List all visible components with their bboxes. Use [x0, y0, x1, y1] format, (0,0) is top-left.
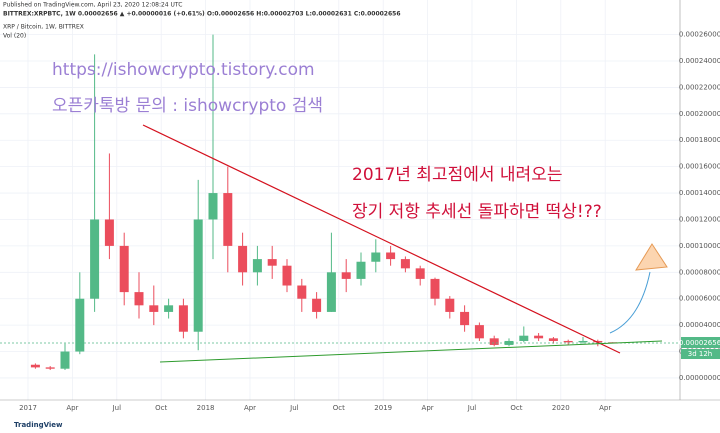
candles: [30, 34, 618, 371]
x-tick-label: Apr: [422, 404, 434, 412]
y-tick-label: 0.00016000: [679, 163, 720, 171]
y-tick-label: 0.00026000: [679, 31, 720, 39]
candle-body: [341, 272, 351, 279]
candle-body: [164, 305, 174, 312]
x-tick-label: Jul: [289, 404, 299, 412]
countdown: 3d 12h: [688, 350, 712, 358]
candle-body: [445, 298, 455, 312]
price-axis: [680, 0, 720, 400]
price-label: 0.00002656: [679, 339, 720, 347]
candle-body: [371, 252, 381, 262]
candle-body: [134, 292, 144, 306]
candle-body: [534, 335, 544, 339]
x-tick-label: 2019: [374, 404, 392, 412]
x-tick-label: Apr: [244, 404, 256, 412]
y-tick-label: 0.00020000: [679, 110, 720, 118]
candle-body: [519, 335, 529, 341]
candle-body: [193, 219, 203, 332]
annotation-url: https://ishowcrypto.tistory.com: [52, 60, 315, 80]
candle-body: [326, 272, 336, 312]
candle-body: [593, 340, 603, 343]
x-tick-label: 2017: [19, 404, 37, 412]
annotation-contact: 오픈카톡방 문의 : ishowcrypto 검색: [52, 96, 323, 116]
candle-body: [415, 268, 425, 279]
x-tick-label: Oct: [510, 404, 522, 412]
candle-body: [149, 305, 159, 312]
candle-body: [430, 278, 440, 299]
y-tick-label: 0.00012000: [679, 215, 720, 223]
resistance-trendline: [142, 124, 621, 354]
candle-body: [238, 245, 248, 273]
candle-body: [563, 340, 573, 343]
y-tick-label: 0.00010000: [679, 242, 720, 250]
candle-body: [578, 340, 588, 343]
candle-body: [252, 259, 262, 273]
candle-body: [178, 305, 188, 332]
x-tick-label: 2020: [552, 404, 570, 412]
pair: XRP / Bitcoin, 1W, BITTREX: [3, 24, 84, 31]
grid: [0, 0, 680, 400]
y-tick-label: 0.00014000: [679, 189, 720, 197]
candle-body: [104, 219, 114, 246]
x-tick-label: Apr: [66, 404, 78, 412]
candle-body: [489, 338, 499, 345]
candle-body: [223, 193, 233, 246]
candle-body: [474, 325, 484, 339]
y-tick-label: 0.00008000: [679, 268, 720, 276]
candle-body: [400, 259, 410, 269]
candle-body: [356, 261, 366, 279]
candle-body: [30, 364, 40, 368]
arrow-head: [635, 243, 668, 271]
price-label-box: [681, 337, 720, 348]
y-tick-label: 0.00024000: [679, 57, 720, 65]
volume-label: Vol (20): [3, 33, 26, 40]
y-tick-label: 0.00004000: [679, 321, 720, 329]
x-tick-label: Apr: [599, 404, 611, 412]
y-tick-label: 0.00006000: [679, 295, 720, 303]
candle-body: [60, 351, 70, 369]
candle-body: [75, 298, 85, 352]
footer-logo: TradingView: [14, 421, 63, 429]
annotation-line2: 장기 저항 추세선 돌파하면 떡상!??: [352, 202, 602, 222]
candle-body: [208, 193, 218, 220]
candle-body: [45, 367, 55, 369]
support-trendline: [159, 340, 663, 363]
x-tick-label: 2018: [197, 404, 215, 412]
candle-body: [297, 285, 307, 299]
y-tick-label: 0.00018000: [679, 136, 720, 144]
candle-body: [282, 265, 292, 286]
candle-body: [90, 219, 100, 299]
x-tick-label: Jul: [467, 404, 477, 412]
x-tick-label: Oct: [333, 404, 345, 412]
symbol-line: BITTREX:XRPBTC, 1W 0.00002656 ▲ +0.00000…: [3, 11, 401, 18]
countdown-box: [681, 349, 720, 359]
annotation-line1: 2017년 최고점에서 내려오는: [352, 165, 562, 185]
y-tick-label: 0.00022000: [679, 83, 720, 91]
y-tick-label: 0.00000000: [679, 374, 720, 382]
candle-body: [312, 298, 322, 312]
x-tick-label: Jul: [112, 404, 122, 412]
arrow-curve: [609, 271, 651, 334]
x-tick-label: Oct: [155, 404, 167, 412]
candle-body: [119, 245, 129, 293]
candle-body: [386, 252, 396, 260]
candle-body: [548, 338, 558, 341]
candle-body: [460, 311, 470, 326]
candle-body: [267, 259, 277, 266]
published: Published on TradingView.com, April 23, …: [3, 2, 182, 9]
